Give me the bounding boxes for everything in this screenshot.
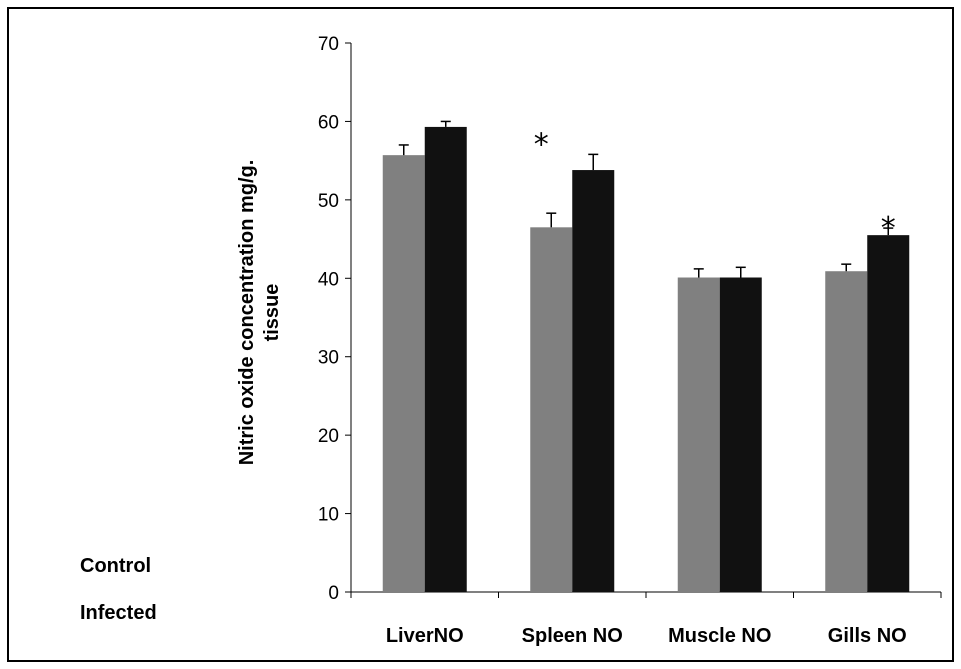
- significance-star: *: [881, 211, 896, 246]
- y-tick-label: 10: [318, 505, 339, 526]
- bar-infected: [867, 235, 910, 592]
- chart-frame: [7, 7, 954, 662]
- y-axis-title-line-1: Nitric oxide concentration mg/g.: [236, 160, 258, 466]
- y-tick-label: 0: [328, 583, 339, 604]
- category-label: LiverNO: [386, 625, 464, 647]
- y-tick-label: 60: [318, 112, 339, 133]
- y-tick-label: 20: [318, 426, 339, 447]
- y-tick-label: 50: [318, 191, 339, 212]
- category-labels: LiverNO Spleen NO Muscle NO Gills NO * *: [386, 127, 907, 647]
- bar-control: [530, 227, 573, 593]
- legend-entry-control: Control: [80, 555, 151, 577]
- category-label: Gills NO: [828, 625, 907, 647]
- category-label: Spleen NO: [522, 625, 623, 647]
- significance-star: *: [534, 127, 549, 162]
- y-axis-title-line-2: tissue: [261, 284, 283, 342]
- bar-control: [825, 271, 868, 592]
- y-tick-label: 40: [318, 269, 339, 290]
- bar-infected: [424, 126, 467, 592]
- y-tick-label: 70: [318, 34, 339, 55]
- bar-control: [677, 277, 720, 592]
- bars: [382, 120, 910, 593]
- bar-infected: [719, 277, 762, 592]
- x-axis: [350, 591, 942, 598]
- bar-control: [382, 155, 425, 592]
- y-tick-label: 30: [318, 348, 339, 369]
- bar-infected: [572, 170, 615, 592]
- y-axis: 0 10 20 30 40 50 60 70: [318, 34, 352, 604]
- legend-entry-infected: Infected: [80, 602, 157, 624]
- category-label: Muscle NO: [668, 625, 771, 647]
